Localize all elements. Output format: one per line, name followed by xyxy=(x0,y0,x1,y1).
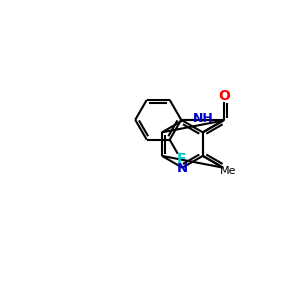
Text: NH: NH xyxy=(193,112,213,125)
Text: F: F xyxy=(176,152,186,166)
Text: Me: Me xyxy=(219,166,236,176)
Text: N: N xyxy=(177,162,188,175)
Text: O: O xyxy=(218,89,230,103)
